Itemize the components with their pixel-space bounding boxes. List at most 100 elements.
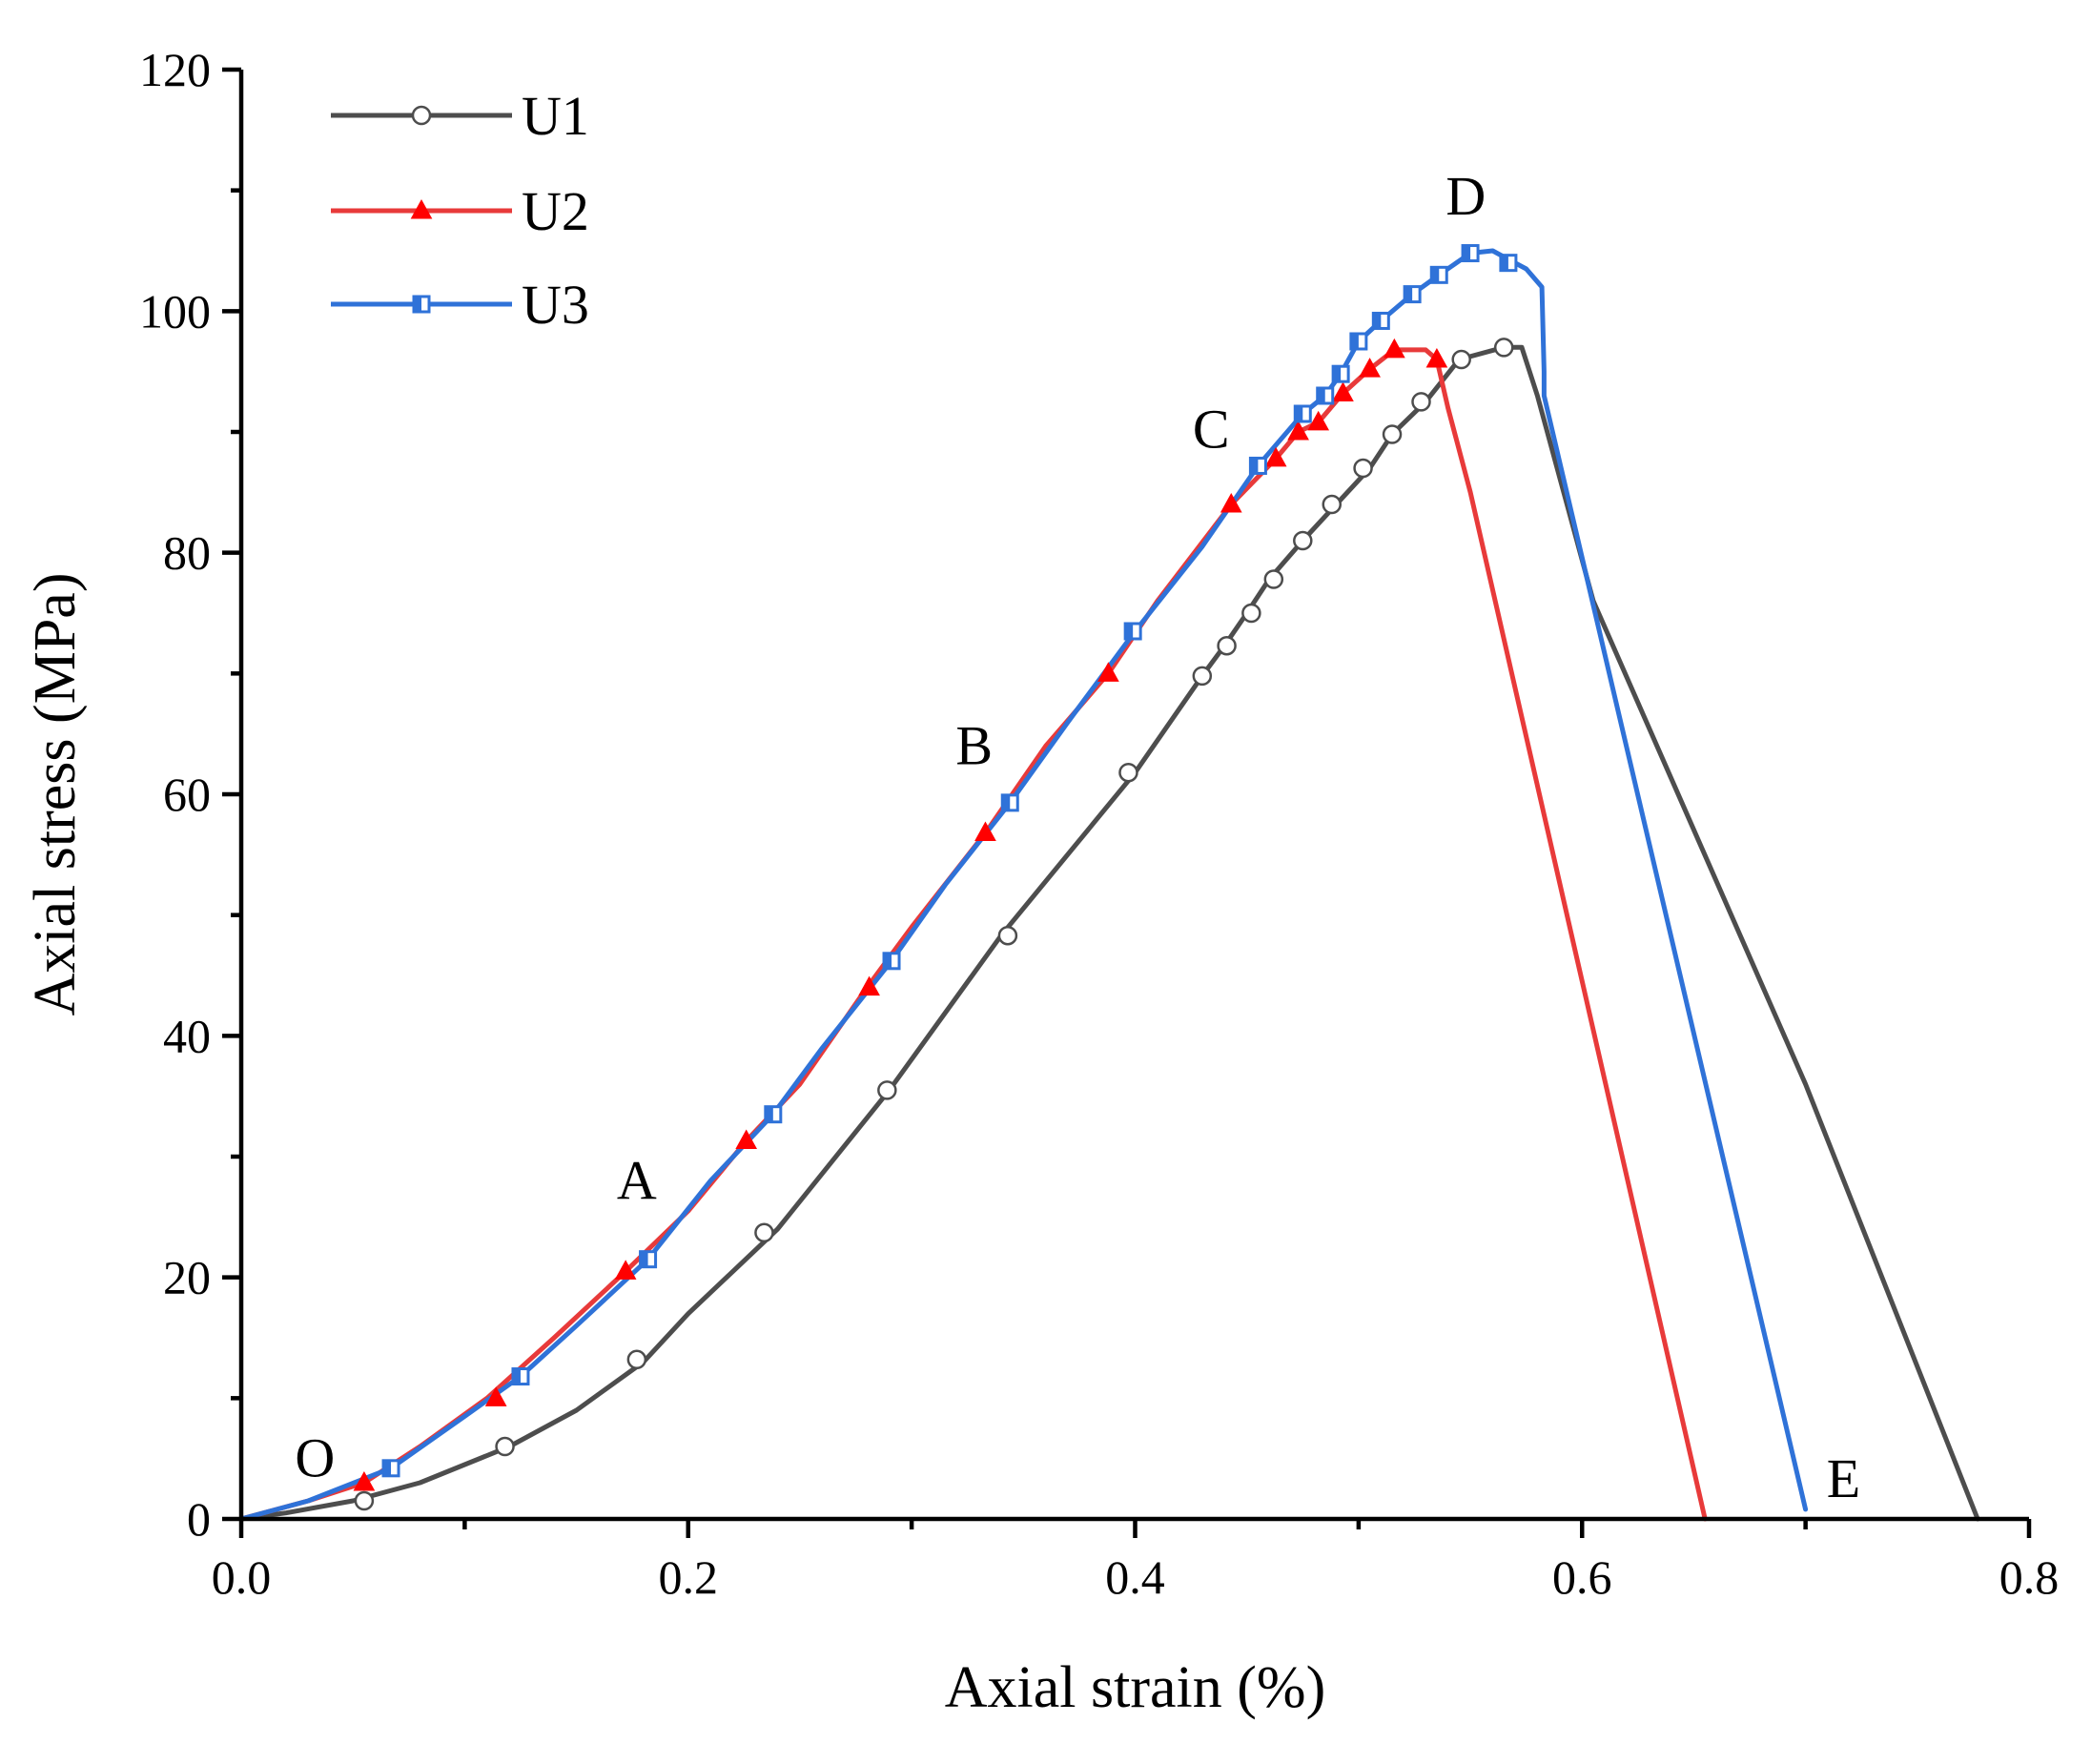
marker-u2: [1332, 381, 1354, 401]
marker-u2: [1264, 446, 1287, 467]
marker-u2: [353, 1470, 376, 1491]
marker-u1: [626, 1349, 647, 1370]
marker-u3-fill: [1295, 406, 1303, 421]
legend-item-u1: U1: [331, 85, 589, 147]
y-tick-label: 80: [163, 526, 211, 580]
marker-u2: [974, 821, 996, 842]
marker-u3-fill: [1431, 267, 1440, 283]
marker-u3-fill: [1002, 794, 1011, 810]
marker-u1: [1382, 424, 1403, 444]
legend-label: U3: [522, 274, 589, 336]
marker-u3-fill: [512, 1368, 521, 1385]
marker-u3: [1123, 622, 1142, 641]
marker-u1: [1192, 666, 1213, 687]
annotation-o: O: [295, 1427, 335, 1489]
y-tick-label: 40: [163, 1009, 211, 1062]
marker-u1: [495, 1436, 515, 1457]
annotation-c: C: [1193, 398, 1230, 460]
x-axis-title: Axial strain (%): [945, 1655, 1325, 1720]
annotation-a: A: [617, 1149, 657, 1211]
marker-layer: [353, 244, 1518, 1511]
marker-u3-fill: [1404, 286, 1413, 302]
marker-u3: [1349, 332, 1368, 351]
marker-u3-fill: [884, 953, 892, 969]
x-tick-label: 0.4: [1105, 1550, 1165, 1604]
marker-u3-fill: [1500, 255, 1508, 271]
marker-u3-fill: [1350, 334, 1359, 349]
marker-u3-fill: [1125, 624, 1134, 639]
marker-u3-fill: [1463, 245, 1471, 261]
series-layer: [238, 248, 1980, 1522]
series-line-u3: [238, 248, 1809, 1522]
legend-marker-fill: [414, 297, 421, 312]
marker-u1: [1451, 349, 1471, 370]
y-axis-title: Axial stress (MPa): [23, 573, 88, 1016]
marker-u1: [1353, 458, 1373, 479]
marker-u1: [1411, 392, 1431, 412]
y-tick-label: 20: [163, 1251, 211, 1304]
x-tick-label: 0.6: [1552, 1550, 1612, 1604]
x-tick-label: 0.8: [1999, 1550, 2060, 1604]
y-tick-label: 120: [139, 43, 211, 96]
marker-u1: [1293, 530, 1313, 551]
marker-u3: [1248, 456, 1267, 475]
legend-label: U2: [522, 180, 589, 242]
annotation-layer: O A B C D E: [295, 165, 1860, 1509]
legend-marker: [410, 198, 433, 219]
marker-u2: [735, 1129, 758, 1150]
marker-u2: [1097, 662, 1119, 682]
marker-u1: [1241, 603, 1261, 624]
legend: U1 U2 U3: [331, 85, 589, 336]
marker-u3: [1316, 386, 1335, 405]
marker-u3: [1499, 254, 1518, 273]
marker-u1: [1493, 338, 1514, 358]
marker-u3: [1371, 311, 1390, 330]
marker-u2: [858, 975, 880, 996]
marker-u3: [1429, 265, 1448, 284]
marker-u2: [1425, 347, 1448, 368]
marker-u3-fill: [1373, 313, 1382, 329]
x-tick-label: 0.0: [212, 1550, 272, 1604]
y-tick-label: 60: [163, 768, 211, 821]
marker-u3-fill: [1317, 388, 1325, 403]
legend-item-u3: U3: [331, 274, 589, 336]
marker-u1: [754, 1222, 774, 1243]
marker-u3-fill: [1250, 458, 1259, 474]
marker-u3-fill: [383, 1460, 392, 1476]
legend-marker: [411, 105, 432, 126]
marker-u3: [1331, 364, 1350, 383]
marker-u3-fill: [1333, 366, 1342, 382]
marker-u3: [882, 952, 901, 971]
marker-u3: [381, 1459, 400, 1478]
axes-layer: 0 20 40 60 80 100 120 0.0 0.2 0.4 0.6 0.8 Axial stra…: [23, 43, 2059, 1720]
marker-u3: [1461, 244, 1480, 263]
annotation-e: E: [1827, 1447, 1860, 1509]
series-line-u1: [238, 344, 1980, 1522]
y-tick-label: 100: [139, 284, 211, 338]
marker-u1: [877, 1080, 897, 1100]
marker-u3: [1293, 404, 1312, 423]
marker-u1: [997, 925, 1018, 946]
marker-u2: [614, 1260, 637, 1280]
marker-u2: [1220, 492, 1242, 513]
marker-u2: [1287, 420, 1309, 441]
marker-u3-fill: [640, 1251, 648, 1267]
marker-u1: [1118, 762, 1138, 783]
marker-u3: [764, 1105, 783, 1124]
marker-u3: [1403, 285, 1422, 304]
x-tick-label: 0.2: [659, 1550, 719, 1604]
annotation-b: B: [955, 714, 993, 776]
marker-u2: [1384, 338, 1405, 359]
marker-u1: [354, 1490, 375, 1511]
y-tick-label: 0: [187, 1492, 211, 1546]
marker-u2: [1359, 358, 1381, 378]
marker-u3: [1000, 793, 1019, 812]
marker-u1: [1217, 635, 1237, 656]
marker-u2: [1307, 410, 1330, 431]
legend-marker: [412, 295, 431, 314]
annotation-d: D: [1445, 165, 1486, 227]
marker-u1: [1263, 569, 1284, 589]
marker-u3: [639, 1250, 658, 1269]
marker-u3: [511, 1367, 530, 1386]
legend-item-u2: U2: [331, 180, 589, 242]
